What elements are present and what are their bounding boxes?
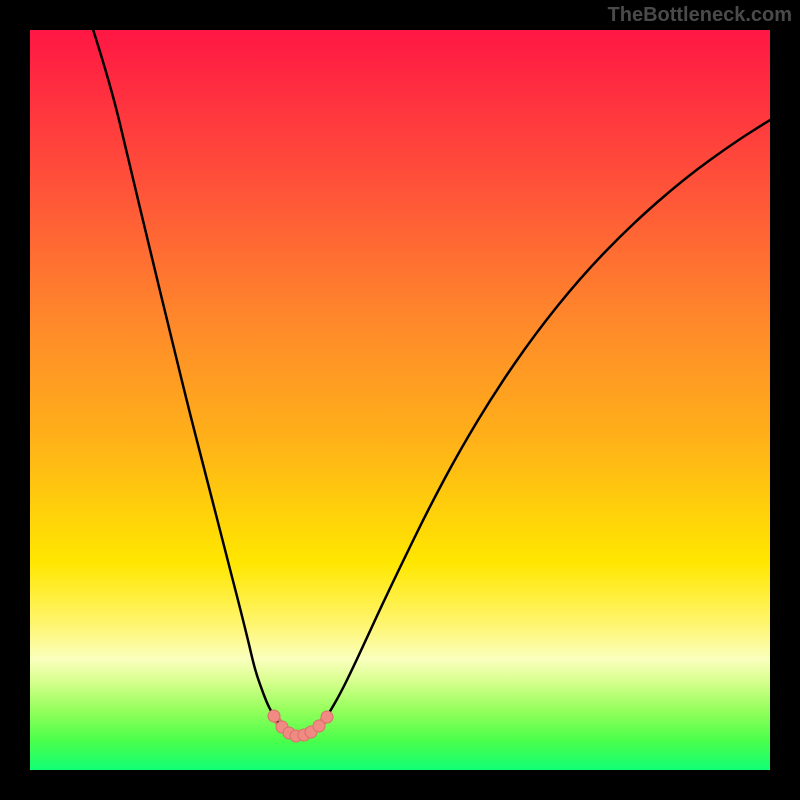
chart-plot bbox=[30, 30, 770, 770]
watermark-text: TheBottleneck.com bbox=[608, 4, 792, 27]
bottom-marker-group bbox=[268, 710, 333, 742]
bottleneck-curve bbox=[90, 30, 770, 736]
bottom-marker-dot bbox=[321, 711, 333, 723]
chart-frame bbox=[30, 30, 770, 770]
bottom-marker-dot bbox=[268, 710, 280, 722]
